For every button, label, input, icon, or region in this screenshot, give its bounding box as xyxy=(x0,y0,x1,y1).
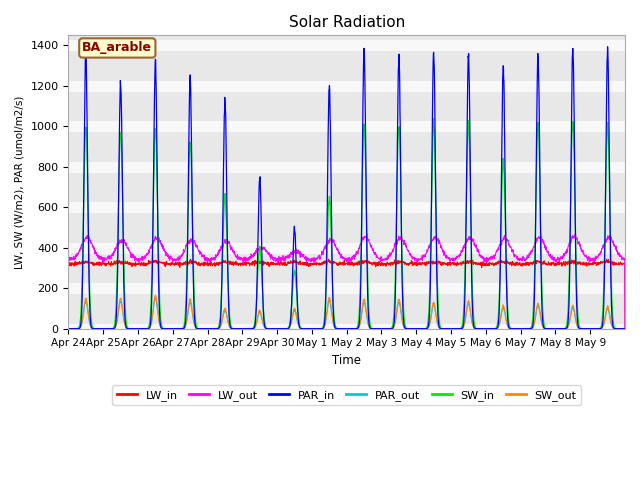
LW_in xyxy=(380,262,388,267)
PAR_out xyxy=(152,295,159,301)
PAR_out xyxy=(613,326,621,332)
PAR_in xyxy=(546,326,554,332)
PAR_out xyxy=(621,326,629,332)
LW_out xyxy=(546,252,554,257)
SW_out xyxy=(515,326,522,332)
PAR_in xyxy=(120,288,128,294)
SW_in xyxy=(240,326,248,332)
LW_in xyxy=(613,261,621,267)
LW_in xyxy=(65,263,72,269)
SW_out xyxy=(120,317,128,323)
PAR_in xyxy=(604,44,611,50)
PAR_in xyxy=(613,326,621,332)
SW_out xyxy=(380,326,388,332)
PAR_in xyxy=(515,326,522,332)
LW_out xyxy=(240,254,248,260)
SW_in xyxy=(429,116,437,121)
PAR_out xyxy=(120,318,128,324)
LW_out xyxy=(380,257,388,263)
LW_in xyxy=(120,259,128,265)
PAR_in xyxy=(621,326,629,332)
LW_in xyxy=(546,262,554,268)
LW_in xyxy=(325,256,333,262)
PAR_out xyxy=(515,326,522,332)
PAR_out xyxy=(65,326,72,332)
LW_in xyxy=(515,261,522,266)
SW_in xyxy=(613,326,621,332)
Title: Solar Radiation: Solar Radiation xyxy=(289,15,405,30)
SW_out xyxy=(613,326,621,332)
PAR_out xyxy=(380,326,388,332)
SW_in xyxy=(120,267,128,273)
Line: LW_in: LW_in xyxy=(68,259,625,329)
Legend: LW_in, LW_out, PAR_in, PAR_out, SW_in, SW_out: LW_in, LW_out, PAR_in, PAR_out, SW_in, S… xyxy=(113,385,581,405)
PAR_in xyxy=(380,326,388,332)
Text: BA_arable: BA_arable xyxy=(83,41,152,54)
LW_out xyxy=(515,256,522,262)
SW_in xyxy=(380,326,388,332)
Line: PAR_out: PAR_out xyxy=(68,298,625,329)
LW_in xyxy=(240,262,248,267)
SW_out xyxy=(546,326,554,332)
PAR_out xyxy=(241,326,248,332)
SW_out xyxy=(621,326,629,332)
Line: LW_out: LW_out xyxy=(68,234,625,329)
SW_out xyxy=(241,326,248,332)
LW_out xyxy=(120,238,128,244)
PAR_in xyxy=(65,326,72,332)
LW_out xyxy=(364,231,371,237)
Line: PAR_in: PAR_in xyxy=(68,47,625,329)
SW_in xyxy=(621,326,629,332)
SW_in xyxy=(546,326,554,332)
PAR_out xyxy=(546,326,554,332)
Line: SW_in: SW_in xyxy=(68,119,625,329)
LW_out xyxy=(621,326,629,332)
Line: SW_out: SW_out xyxy=(68,295,625,329)
LW_out xyxy=(65,256,72,262)
PAR_in xyxy=(240,326,248,332)
SW_in xyxy=(515,326,522,332)
SW_out xyxy=(151,292,159,298)
LW_in xyxy=(621,326,629,332)
LW_out xyxy=(613,248,621,254)
Y-axis label: LW, SW (W/m2), PAR (umol/m2/s): LW, SW (W/m2), PAR (umol/m2/s) xyxy=(15,96,25,269)
SW_out xyxy=(65,326,72,332)
X-axis label: Time: Time xyxy=(332,354,361,367)
SW_in xyxy=(65,326,72,332)
